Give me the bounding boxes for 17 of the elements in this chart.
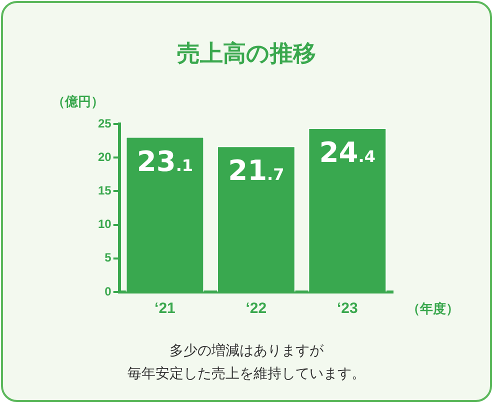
data-label: 24.4 <box>319 136 376 170</box>
x-tick-label: ‘22 <box>246 300 267 318</box>
chart-title: 売上高の推移 <box>176 40 317 69</box>
y-tick-label: 0 <box>104 284 112 298</box>
y-tick-label: 10 <box>98 217 112 232</box>
y-tick-label: 15 <box>98 184 112 198</box>
x-tick-label: ‘23 <box>336 300 358 318</box>
y-axis-title: （億円） <box>52 94 104 110</box>
y-tick-label: 25 <box>98 116 112 130</box>
data-label: 23.1 <box>136 144 194 178</box>
data-label: 21.7 <box>228 154 284 188</box>
y-tick-label: 20 <box>98 150 112 164</box>
x-tick-label: ‘21 <box>154 300 176 318</box>
x-axis-title: （年度） <box>407 301 459 317</box>
text: 多少の増減はありますが <box>168 342 324 361</box>
y-tick-label: 5 <box>104 250 112 265</box>
text: 毎年安定した売上を維持しています。 <box>126 365 366 384</box>
